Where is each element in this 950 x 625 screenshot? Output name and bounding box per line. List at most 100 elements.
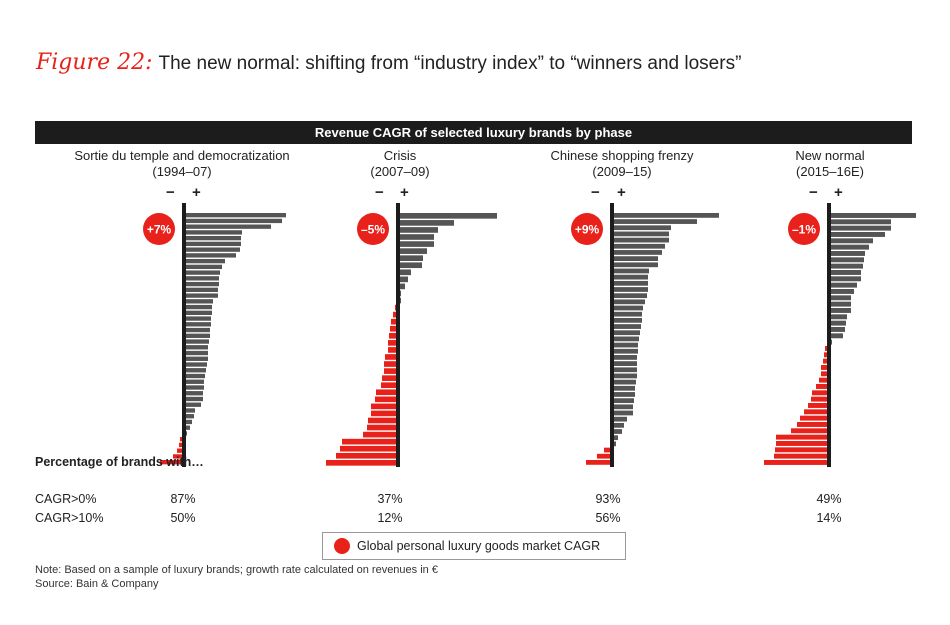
bar-negative	[179, 442, 182, 448]
bar-positive	[831, 225, 891, 231]
bar-positive	[614, 237, 669, 243]
bar-positive	[831, 301, 851, 307]
bar-positive	[614, 287, 648, 292]
bar-negative	[821, 365, 827, 370]
bar-negative	[776, 441, 827, 446]
summary-value: 12%	[377, 511, 403, 525]
bar-positive	[186, 425, 190, 430]
bar-negative	[823, 358, 827, 364]
figure-title-text: The new normal: shifting from “industry …	[158, 53, 742, 74]
bar-positive	[400, 290, 401, 297]
bar-negative	[816, 384, 827, 389]
phase-period: (2007–09)	[370, 164, 430, 179]
bar-positive	[400, 262, 422, 269]
bar-negative	[376, 389, 396, 396]
phase-header-3: Chinese shopping frenzy (2009–15)	[522, 148, 722, 180]
panel-2: –5%	[326, 203, 497, 467]
phase-name: New normal	[795, 148, 865, 163]
bar-positive	[614, 324, 641, 329]
minus-sign: −	[166, 184, 175, 201]
zero-axis-line	[610, 203, 614, 467]
bar-positive	[831, 327, 845, 332]
bar-negative	[811, 396, 827, 402]
bar-positive	[186, 385, 204, 390]
summary-value: 37%	[377, 492, 403, 506]
bar-positive	[186, 339, 209, 344]
bar-positive	[614, 231, 669, 237]
bar-positive	[186, 235, 241, 241]
phase-period: (2015–16E)	[796, 164, 864, 179]
bar-negative	[389, 332, 396, 339]
bar-negative	[367, 424, 396, 431]
bar-positive	[831, 257, 864, 263]
bar-positive	[186, 414, 194, 419]
bar-negative	[797, 422, 827, 427]
bar-negative	[775, 447, 827, 453]
minus-sign: −	[809, 184, 818, 201]
bar-positive	[614, 305, 643, 311]
summary-value: 93%	[595, 492, 621, 506]
zero-axis-line	[827, 203, 831, 467]
bar-positive	[831, 314, 847, 320]
bar-positive	[614, 404, 633, 410]
bar-positive	[400, 234, 434, 240]
bar-negative	[825, 346, 827, 351]
bar-positive	[614, 243, 665, 249]
bar-negative	[342, 438, 396, 445]
row-label-cagr-10: CAGR>10%	[35, 511, 104, 525]
figure-label: Figure 22:	[36, 50, 153, 75]
bar-positive	[831, 213, 916, 218]
bar-negative	[800, 415, 827, 421]
bar-positive	[186, 258, 225, 264]
phase-name: Sortie du temple and democratization	[74, 148, 290, 163]
bar-positive	[186, 247, 240, 252]
bar-negative	[336, 452, 396, 459]
bar-positive	[831, 308, 851, 313]
red-circle-icon	[334, 538, 350, 554]
bar-negative	[381, 382, 396, 389]
bar-positive	[400, 220, 454, 226]
bar-positive	[186, 327, 210, 333]
phase-header-2: Crisis (2007–09)	[320, 148, 480, 180]
bar-positive	[614, 342, 638, 348]
bar-positive	[400, 248, 427, 254]
bar-negative	[586, 460, 610, 465]
bar-negative	[388, 340, 396, 346]
bar-positive	[614, 330, 640, 336]
phase-period: (2009–15)	[592, 164, 652, 179]
bar-negative	[597, 453, 610, 459]
bar-negative	[391, 318, 396, 325]
bar-negative	[371, 403, 396, 410]
summary-value: 49%	[816, 492, 842, 506]
bar-positive	[400, 255, 423, 261]
market-cagr-label: –5%	[361, 223, 385, 237]
bar-positive	[186, 304, 212, 310]
phase-header-4: New normal (2015–16E)	[760, 148, 900, 180]
bar-positive	[614, 441, 616, 447]
bar-negative	[160, 460, 182, 465]
bar-positive	[614, 256, 658, 261]
bar-positive	[614, 429, 622, 434]
bar-positive	[831, 276, 861, 282]
bar-positive	[400, 283, 405, 290]
bar-positive	[614, 348, 638, 354]
bar-positive	[186, 419, 192, 425]
minus-sign: −	[375, 184, 384, 201]
bar-positive	[186, 241, 241, 247]
summary-heading: Percentage of brands with…	[35, 455, 204, 469]
plus-sign: +	[400, 184, 409, 201]
bar-positive	[186, 431, 187, 436]
bar-positive	[186, 396, 203, 402]
bar-positive	[614, 392, 635, 397]
bar-positive	[614, 250, 662, 255]
bar-negative	[371, 410, 396, 417]
bar-negative	[382, 375, 396, 381]
bar-positive	[186, 253, 236, 258]
bar-positive	[614, 219, 697, 224]
row-label-cagr-0: CAGR>0%	[35, 492, 97, 506]
bar-positive	[614, 398, 634, 404]
bar-positive	[614, 311, 642, 317]
bar-positive	[186, 218, 282, 224]
bar-negative	[390, 325, 396, 332]
